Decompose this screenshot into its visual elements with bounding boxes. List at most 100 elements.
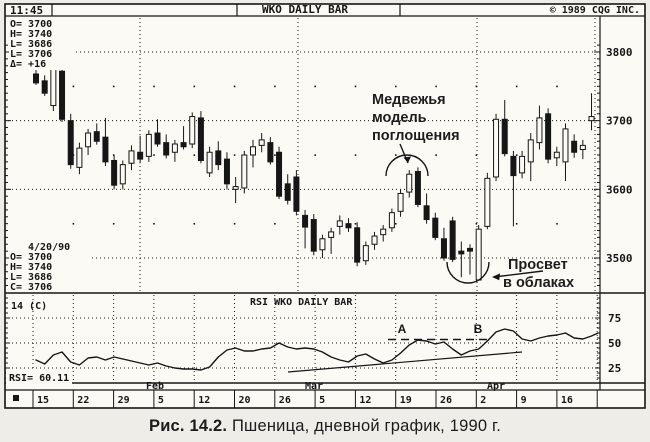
candle-body-down: [284, 183, 291, 201]
candle-body-down: [154, 132, 161, 145]
candle: [232, 176, 239, 204]
candle: [371, 231, 378, 250]
piercing-arrow-head: [492, 273, 500, 281]
date-label: 2: [480, 395, 486, 406]
grid-dot: [395, 85, 397, 88]
date-label: 19: [400, 395, 412, 406]
grid-dot: [314, 85, 316, 88]
candle: [128, 145, 135, 171]
rsi-panel-labels: RSI WKO DAILY BAR 14 (C) RSI= 60.11 A B: [6, 297, 483, 384]
candle: [206, 146, 213, 177]
candle: [50, 64, 57, 112]
copyright-text: © 1989 CQG INC.: [550, 5, 640, 16]
candle-body-up: [519, 155, 526, 174]
title-bar: 11:45 WKO DAILY BAR © 1989 CQG INC.: [10, 3, 640, 17]
rsi-tick-label: 25: [608, 362, 621, 375]
grid-dot: [72, 85, 75, 88]
candle-body-down: [163, 142, 170, 156]
candle-body-down: [33, 73, 39, 84]
candle-body-up: [258, 139, 265, 146]
piercing-arrow: [493, 270, 544, 278]
grid-dot: [112, 85, 115, 88]
candle-body-down: [467, 247, 473, 252]
candle: [458, 241, 465, 278]
annotation-bearish-engulfing: Медвежья модель поглощения: [372, 92, 460, 144]
candle: [432, 212, 439, 241]
candle-body-up: [319, 238, 326, 251]
candle: [319, 234, 326, 258]
grid-dot: [475, 154, 478, 156]
candle: [163, 134, 170, 159]
candle-body-up: [493, 118, 500, 178]
quote-bottom-date: 4/20/90: [28, 242, 70, 253]
quote-bottom-line: C= 3706: [10, 282, 52, 293]
candle: [189, 112, 196, 149]
candle: [336, 215, 343, 235]
candle: [145, 130, 152, 162]
candle-body-down: [102, 136, 109, 163]
candle-body-up: [553, 151, 560, 159]
candle: [267, 137, 274, 165]
date-label: 15: [37, 395, 49, 406]
candle: [484, 172, 491, 230]
piercing-arc-mark: [446, 261, 490, 284]
candle: [510, 150, 517, 227]
candle-body-down: [267, 142, 274, 163]
price-tick-label: 3800: [606, 46, 633, 59]
annotation-piercing-pattern: Просвет в облаках: [503, 257, 574, 291]
candle-body-up: [484, 177, 491, 227]
rsi-point-a-label: A: [398, 322, 407, 336]
grid-dot: [515, 222, 518, 225]
figure-caption: Рис. 14.2. Пшеница, дневной график, 1990…: [0, 417, 650, 436]
candle-body-up: [406, 173, 413, 193]
candle: [406, 170, 413, 198]
grid-dot: [354, 85, 357, 88]
grid-dot: [556, 85, 558, 88]
candle-body-down: [310, 219, 317, 252]
quote-bottom-backdrop: [9, 241, 89, 291]
candle-body-down: [510, 155, 517, 177]
candle: [467, 244, 473, 275]
engulfing-arc-mark: [385, 154, 429, 177]
date-label: 5: [319, 395, 325, 406]
candle: [41, 75, 48, 96]
candle: [527, 133, 534, 182]
chart-background: [5, 4, 645, 408]
candle-body-up: [232, 186, 239, 190]
candle-body-up: [206, 151, 213, 174]
candle-body-down: [293, 176, 300, 212]
candle: [562, 123, 569, 182]
annotation-line: Медвежья: [372, 92, 446, 108]
candle: [241, 150, 248, 194]
candle-body-down: [223, 158, 230, 185]
candle-body-down: [41, 80, 48, 94]
date-label: 16: [561, 395, 573, 406]
candle: [284, 174, 291, 205]
candle-body-up: [362, 245, 369, 262]
candle: [102, 117, 109, 166]
grid-dot: [354, 154, 357, 156]
candle-body-down: [571, 140, 578, 153]
candle-body-down: [197, 117, 204, 161]
candle: [345, 218, 352, 232]
rsi-tick-label: 50: [608, 337, 621, 350]
candle-body-up: [328, 231, 335, 238]
candle-body-down: [67, 120, 74, 166]
grid-dot: [556, 222, 558, 225]
candle: [493, 113, 500, 182]
candle: [475, 225, 482, 281]
candle-body-up: [562, 128, 569, 163]
month-label: Apr: [487, 381, 505, 392]
candle-body-up: [397, 192, 404, 212]
quote-top-backdrop: [9, 18, 75, 70]
grid-dot: [233, 85, 236, 88]
candle-body-down: [93, 131, 100, 142]
candle-body-up: [371, 235, 378, 245]
candle-body-up: [579, 144, 586, 151]
candle: [258, 133, 265, 153]
candle: [171, 139, 178, 162]
candle-body-down: [354, 227, 361, 263]
candle: [154, 119, 161, 147]
candle: [76, 142, 83, 175]
